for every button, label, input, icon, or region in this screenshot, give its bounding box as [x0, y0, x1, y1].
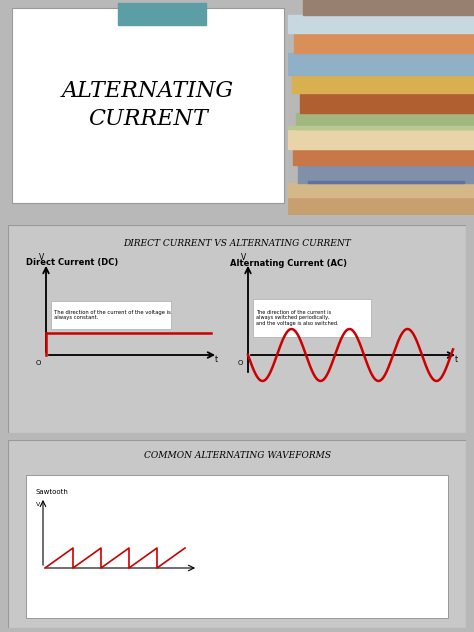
Text: V: V — [36, 502, 40, 506]
Text: t: t — [455, 355, 457, 363]
Text: V: V — [241, 253, 246, 262]
Bar — [300, 93, 474, 113]
Bar — [288, 197, 474, 215]
Bar — [12, 8, 284, 203]
Bar — [253, 299, 371, 337]
Text: O: O — [35, 360, 41, 366]
Text: t: t — [214, 355, 218, 363]
Text: Direct Current (DC): Direct Current (DC) — [26, 258, 118, 267]
Bar — [26, 475, 448, 618]
Bar — [288, 15, 474, 33]
Bar — [292, 75, 474, 93]
Text: The direction of the current is
always switched periodically,
and the voltage is: The direction of the current is always s… — [256, 310, 338, 326]
Text: O: O — [237, 360, 243, 366]
Bar — [118, 3, 206, 25]
Text: The direction of the current of the voltage is
always constant.: The direction of the current of the volt… — [54, 310, 171, 320]
Text: Alternating Current (AC): Alternating Current (AC) — [230, 258, 347, 267]
Bar — [294, 33, 474, 53]
Text: Sawtooth: Sawtooth — [36, 489, 69, 495]
Text: DIRECT CURRENT VS ALTERNATING CURRENT: DIRECT CURRENT VS ALTERNATING CURRENT — [123, 238, 351, 248]
Text: COMMON ALTERNATING WAVEFORMS: COMMON ALTERNATING WAVEFORMS — [144, 451, 330, 461]
Bar — [296, 113, 474, 129]
Text: ALTERNATING
CURRENT: ALTERNATING CURRENT — [62, 80, 234, 130]
Text: V: V — [39, 253, 45, 262]
Bar — [288, 129, 474, 149]
Bar — [51, 301, 171, 329]
Bar — [298, 165, 474, 183]
Bar — [288, 53, 474, 75]
Bar — [288, 183, 474, 197]
Bar — [308, 181, 464, 183]
Bar — [288, 126, 474, 129]
Bar — [293, 149, 474, 165]
Bar — [303, 0, 474, 15]
